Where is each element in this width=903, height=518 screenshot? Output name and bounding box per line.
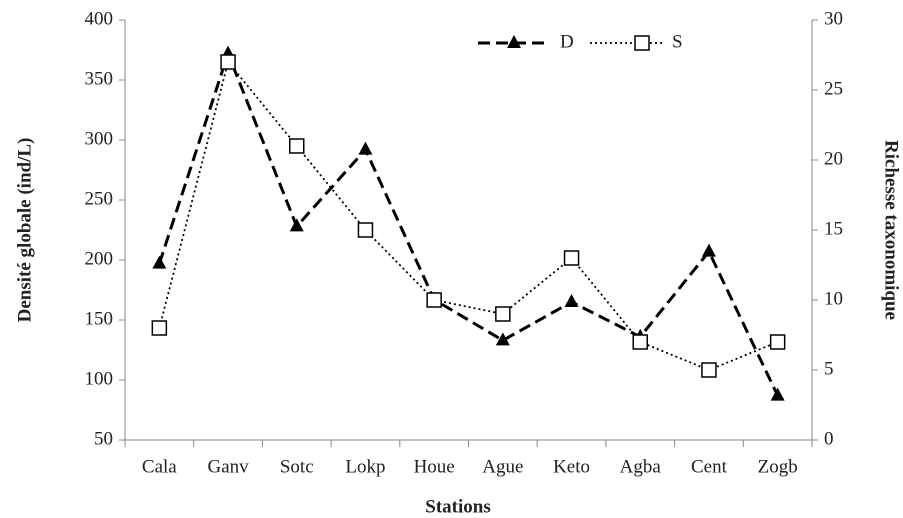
data-point: [769, 334, 786, 350]
data-point: [564, 294, 579, 307]
y-tick-label: 150: [85, 308, 114, 329]
x-axis-label: Stations: [425, 496, 490, 517]
data-point: [426, 292, 442, 308]
y-tick-label: 250: [85, 188, 114, 209]
data-point: [220, 54, 236, 70]
x-tick-label: Keto: [553, 456, 590, 477]
x-tick-label: Zogb: [758, 456, 798, 477]
y2-axis-label: Richesse taxonomique: [881, 140, 902, 320]
y2-tick-label: 15: [824, 218, 843, 239]
data-point: [701, 362, 717, 378]
data-point: [152, 255, 167, 269]
y-tick-label: 100: [85, 368, 114, 389]
legend-marker: [507, 35, 521, 48]
data-point: [495, 306, 511, 322]
x-tick-label: Houe: [414, 456, 455, 477]
x-tick-label: Ague: [482, 456, 523, 477]
x-tick-label: Ganv: [207, 456, 249, 477]
series-line: [157, 49, 780, 397]
y2-tick-label: 30: [824, 8, 843, 29]
y-axis-label: Densité globale (ind/L): [14, 138, 35, 323]
y-tick-label: 300: [85, 128, 114, 149]
x-tick-label: Agba: [620, 456, 662, 477]
y-tick-label: 50: [94, 428, 113, 449]
data-point: [358, 141, 373, 155]
data-point: [289, 218, 304, 232]
y2-tick-label: 0: [824, 428, 834, 449]
data-point: [701, 243, 716, 257]
data-point: [632, 334, 648, 350]
x-tick-label: Cala: [142, 456, 177, 477]
data-point: [357, 222, 374, 238]
data-point: [495, 332, 510, 346]
y-tick-label: 200: [85, 248, 114, 269]
legend-label: D: [560, 31, 574, 52]
series-line: [158, 60, 778, 371]
x-tick-label: Sotc: [280, 456, 314, 477]
y-tick-label: 400: [85, 8, 114, 29]
y2-tick-label: 10: [824, 288, 843, 309]
data-point: [770, 387, 785, 401]
y2-tick-label: 20: [824, 148, 843, 169]
data-point: [563, 250, 580, 266]
x-tick-label: Lokp: [345, 456, 385, 477]
y2-tick-label: 25: [824, 78, 843, 99]
y-tick-label: 350: [85, 68, 114, 89]
data-point: [289, 138, 305, 154]
data-point: [151, 320, 168, 336]
x-tick-label: Cent: [691, 456, 728, 477]
legend-marker: [634, 35, 650, 51]
y2-tick-label: 5: [824, 358, 834, 379]
legend-label: S: [672, 31, 683, 52]
